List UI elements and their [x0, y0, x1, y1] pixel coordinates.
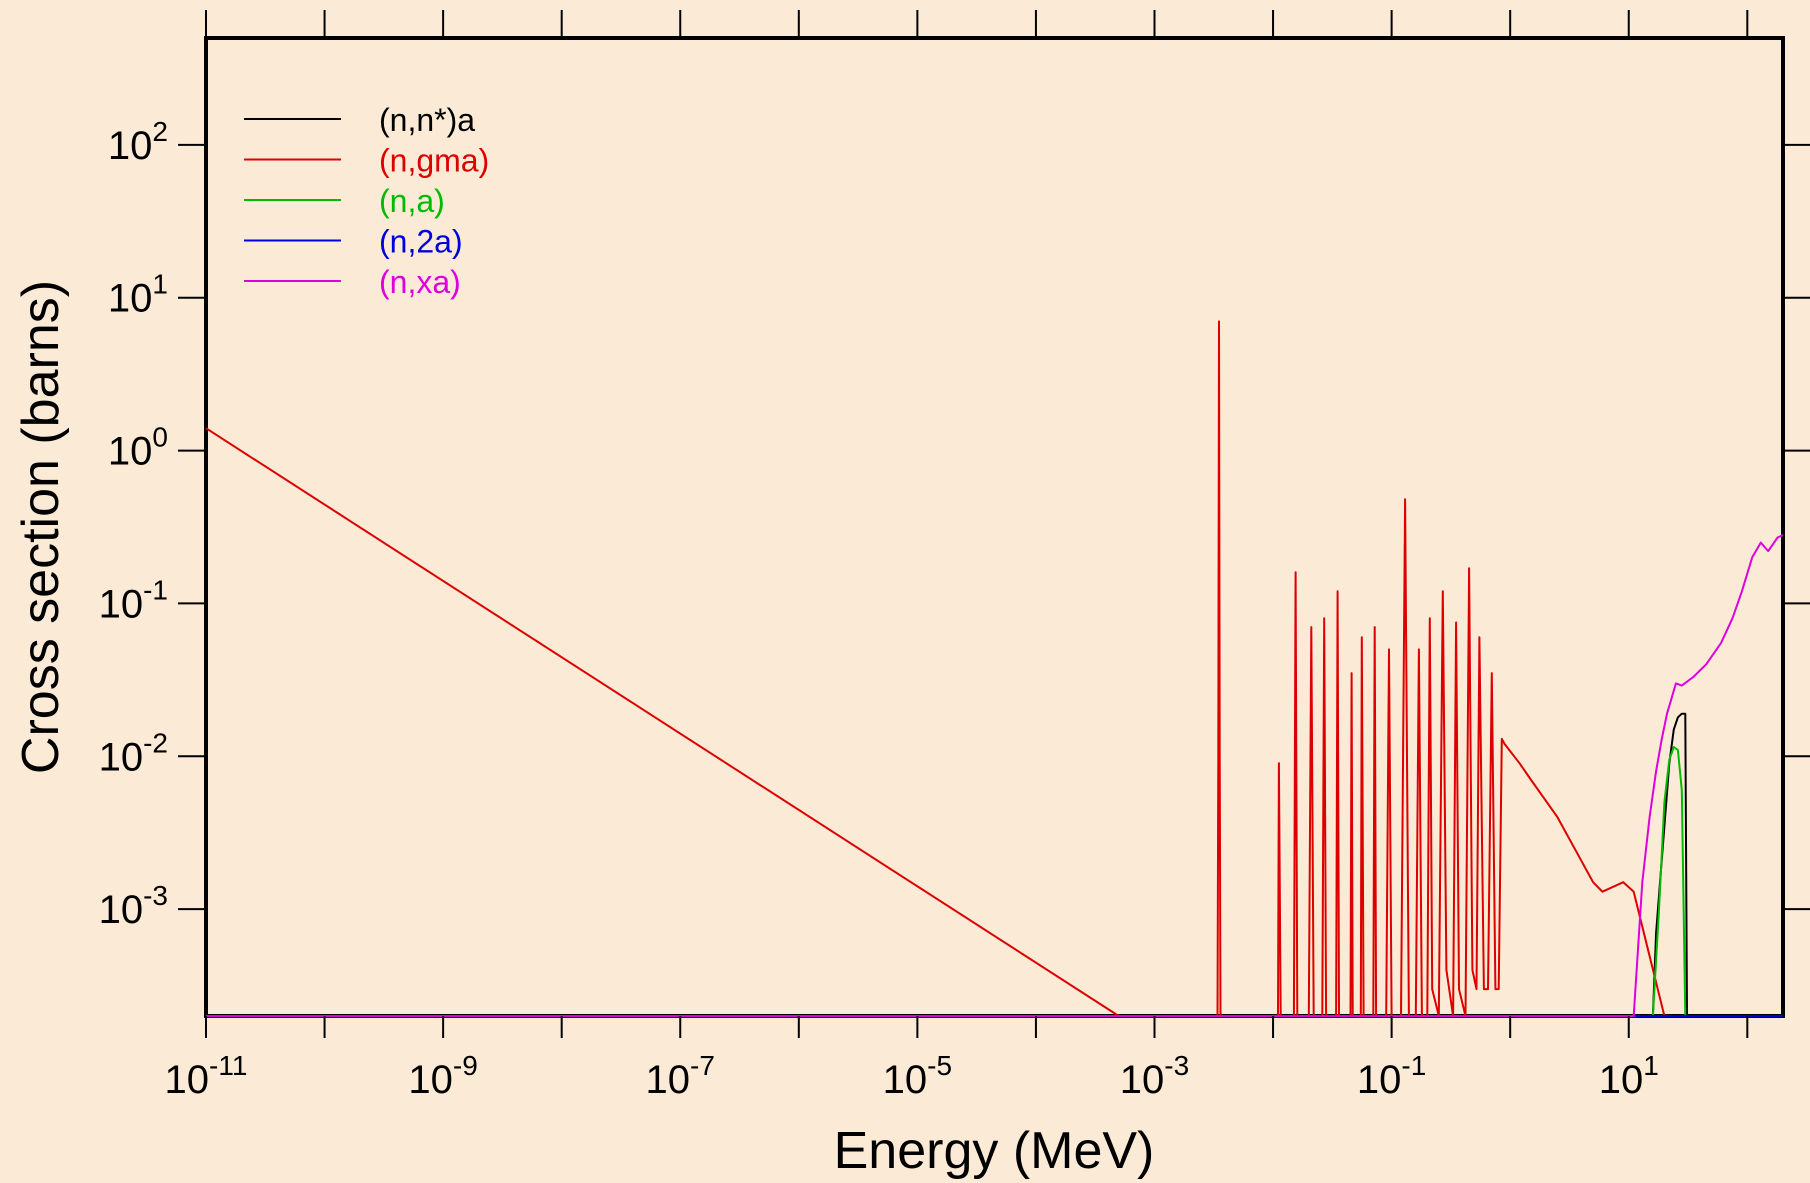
- y-tick-label-exp: 0: [152, 422, 168, 453]
- y-tick-label-exp: 2: [152, 116, 168, 147]
- y-tick-label-exp: -3: [143, 880, 168, 911]
- x-tick-label-exp: -3: [1164, 1050, 1189, 1081]
- x-tick-label: 10-11: [165, 1050, 248, 1102]
- x-tick-label-exp: 1: [1643, 1050, 1659, 1081]
- series-line-0: [206, 712, 1783, 1017]
- x-tick-label: 101: [1599, 1050, 1659, 1102]
- y-tick-label: 10-3: [99, 880, 168, 932]
- x-tick-label-base: 10: [165, 1058, 210, 1102]
- x-tick-label-exp: -1: [1401, 1050, 1426, 1081]
- y-tick-label: 101: [108, 269, 168, 321]
- x-tick-label: 10-9: [408, 1050, 477, 1102]
- legend-label-1: (n,gma): [379, 143, 489, 179]
- series-layer: [205, 320, 1784, 1017]
- legend-label-2: (n,a): [379, 183, 445, 219]
- x-tick-label: 10-1: [1357, 1050, 1426, 1102]
- y-tick-label: 10-2: [99, 727, 168, 779]
- legend: (n,n*)a (n,gma) (n,a) (n,2a) (n,xa): [244, 102, 489, 300]
- y-tick-label-base: 10: [108, 124, 153, 168]
- y-tick-label-base: 10: [108, 430, 153, 474]
- x-tick-label-base: 10: [646, 1058, 691, 1102]
- y-tick-label: 100: [108, 422, 168, 474]
- x-axis-label: Energy (MeV): [834, 1122, 1155, 1180]
- x-tick-label-base: 10: [1599, 1058, 1644, 1102]
- x-tick-label: 10-5: [883, 1050, 952, 1102]
- y-tick-label-base: 10: [99, 735, 144, 779]
- x-tick-label-base: 10: [408, 1058, 453, 1102]
- x-tick-label-exp: -7: [690, 1050, 715, 1081]
- x-tick-label: 10-7: [646, 1050, 715, 1102]
- y-tick-label-base: 10: [99, 582, 144, 626]
- series-line-2: [206, 746, 1783, 1017]
- y-tick-label-base: 10: [99, 888, 144, 932]
- x-tick-label-exp: -5: [927, 1050, 952, 1081]
- series-line-4: [206, 534, 1784, 1017]
- legend-label-0: (n,n*)a: [379, 102, 475, 138]
- y-tick-label-exp: 1: [152, 269, 168, 300]
- x-tick-label-base: 10: [883, 1058, 928, 1102]
- tick-layer: 10-11 10-9 10-7 10-5 10-3 10-1 10110-310-210-1…: [99, 10, 1810, 1102]
- x-tick-label: 10-3: [1120, 1050, 1189, 1102]
- x-tick-label-base: 10: [1120, 1058, 1165, 1102]
- x-tick-label-base: 10: [1357, 1058, 1402, 1102]
- legend-label-4: (n,xa): [379, 264, 461, 300]
- x-tick-label-exp: -11: [209, 1050, 247, 1081]
- y-tick-label: 102: [108, 116, 168, 168]
- x-tick-label-exp: -9: [453, 1050, 478, 1081]
- plot-frame: [204, 36, 1785, 1018]
- series-line-1: [205, 320, 1783, 1017]
- y-tick-label-base: 10: [108, 277, 153, 321]
- y-tick-label-exp: -1: [143, 574, 168, 605]
- y-axis-label: Cross section (barns): [12, 280, 70, 774]
- legend-label-3: (n,2a): [379, 224, 463, 260]
- y-tick-label-exp: -2: [143, 727, 168, 758]
- y-tick-label: 10-1: [99, 574, 168, 626]
